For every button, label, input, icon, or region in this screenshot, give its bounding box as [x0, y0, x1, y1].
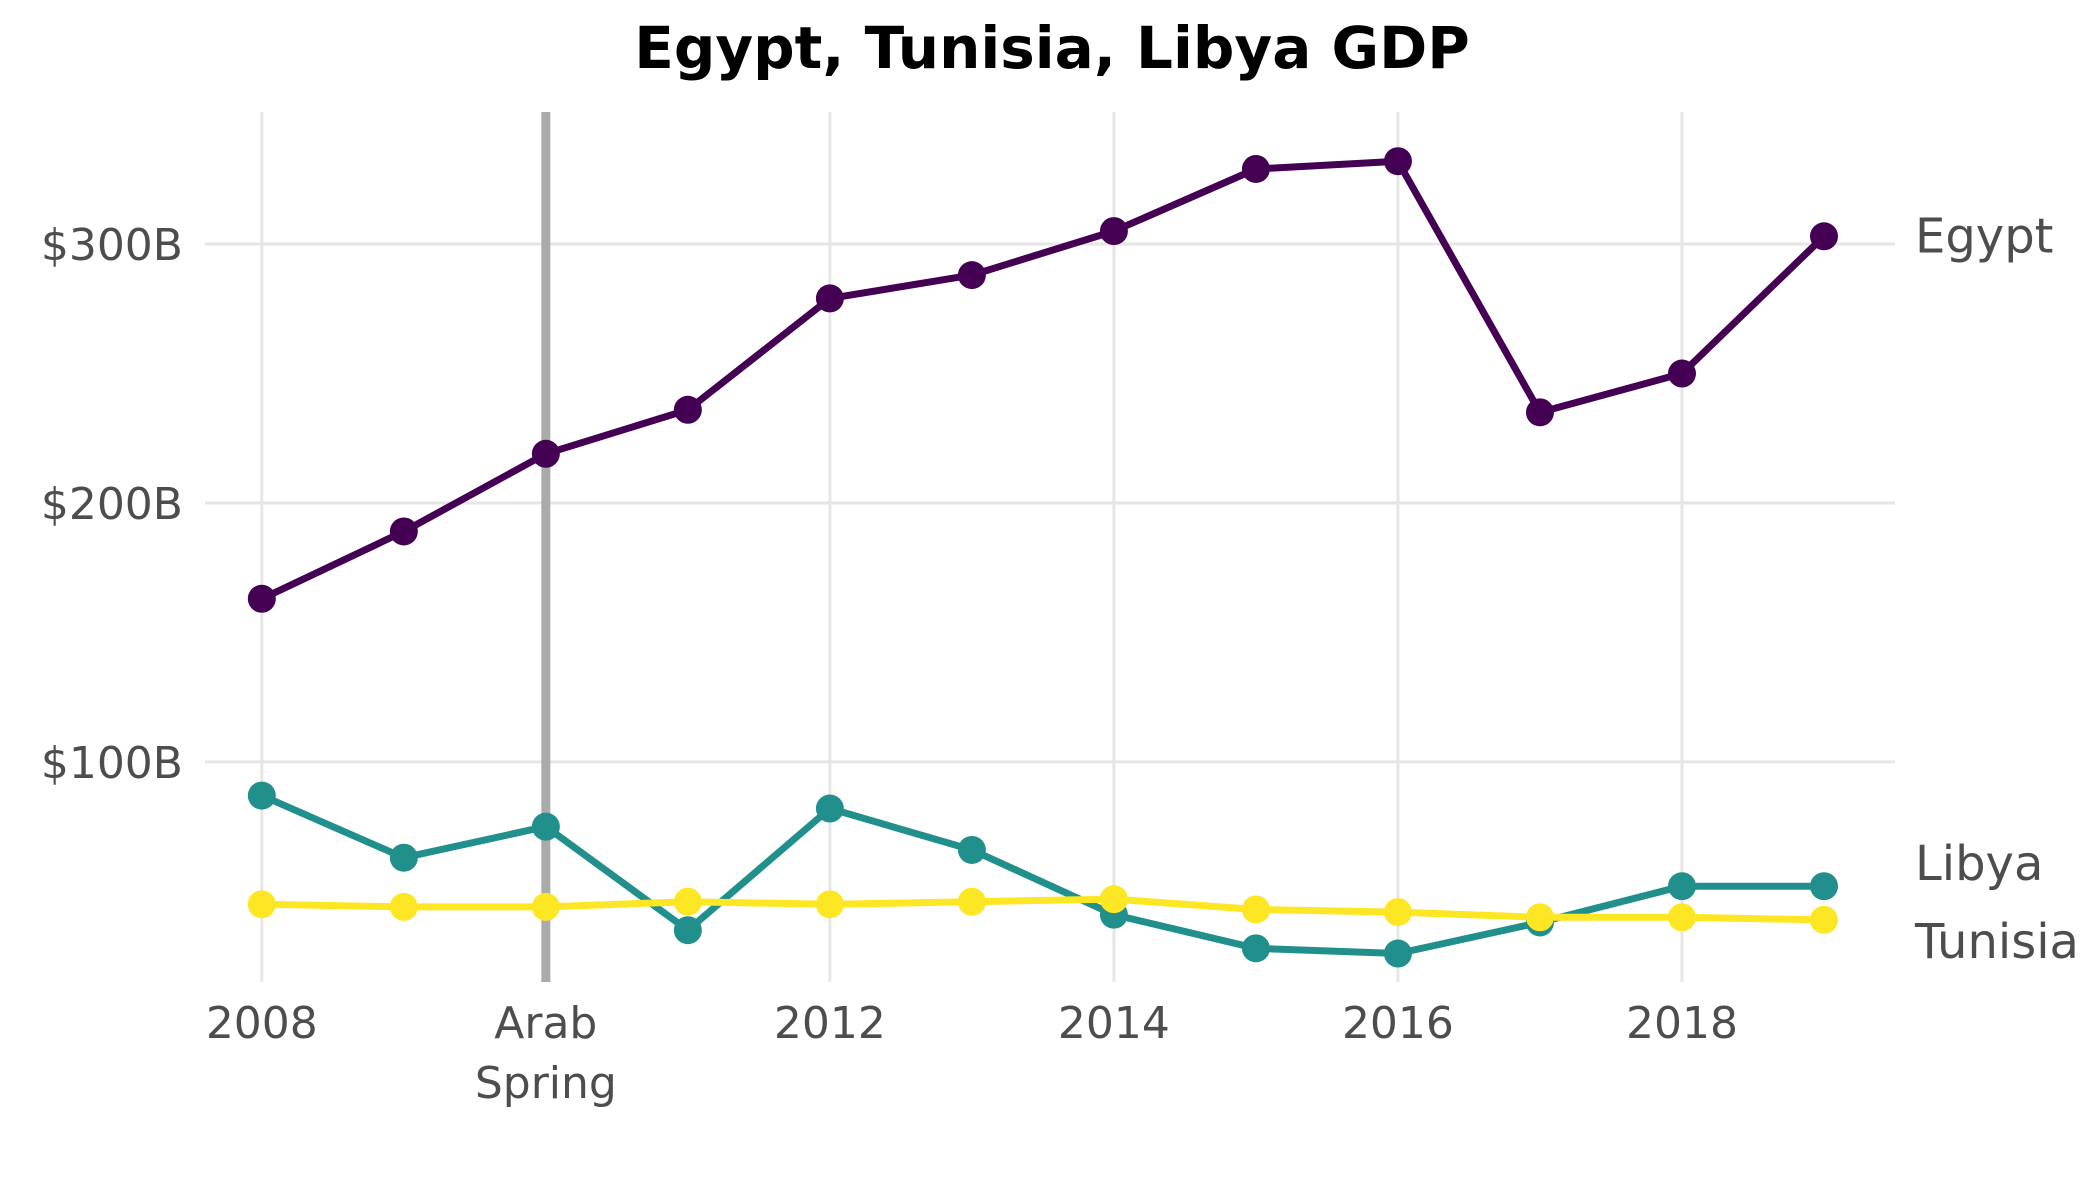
point-tunisia-2008	[247, 890, 276, 919]
point-tunisia-2016	[1383, 898, 1412, 927]
point-egypt-2014	[1099, 217, 1128, 246]
point-tunisia-2012	[815, 890, 844, 919]
point-tunisia-2010	[531, 892, 560, 921]
x-axis-tick-labels: 2008 Arab Spring 2012 2014 2016 2018	[206, 998, 1738, 1109]
series-line-tunisia	[258, 895, 1828, 924]
x-tick-label-2008: 2008	[206, 998, 318, 1049]
x-tick-label-arab-spring: Arab Spring	[475, 998, 617, 1109]
point-egypt-2019	[1809, 222, 1838, 251]
point-libya-2016	[1383, 939, 1412, 968]
series-label-libya: Libya	[1915, 836, 2043, 892]
point-tunisia-2011	[673, 887, 702, 916]
point-libya-2008	[247, 781, 276, 810]
point-tunisia-2015	[1241, 895, 1270, 924]
point-egypt-2018	[1667, 359, 1696, 388]
y-tick-label-100: $100B	[41, 738, 183, 789]
series-line-libya	[258, 792, 1828, 957]
grid	[205, 112, 1895, 982]
y-tick-label-200: $200B	[41, 479, 183, 530]
point-libya-2009	[389, 843, 418, 872]
point-egypt-2013	[957, 261, 986, 290]
series-lines	[258, 157, 1828, 957]
point-egypt-2009	[389, 517, 418, 546]
series-points	[247, 147, 1838, 968]
point-egypt-2012	[815, 284, 844, 313]
point-tunisia-2009	[389, 892, 418, 921]
x-tick-label-2016: 2016	[1342, 998, 1454, 1049]
series-labels: Egypt Libya Tunisia	[1914, 208, 2079, 970]
x-tick-label-2012: 2012	[774, 998, 886, 1049]
point-egypt-2015	[1241, 154, 1270, 183]
point-libya-2015	[1241, 934, 1270, 963]
x-tick-label-2018: 2018	[1626, 998, 1738, 1049]
point-tunisia-2018	[1667, 903, 1696, 932]
point-libya-2018	[1667, 872, 1696, 901]
point-egypt-2010	[531, 439, 560, 468]
series-label-egypt: Egypt	[1915, 208, 2054, 264]
point-egypt-2011	[673, 395, 702, 424]
y-axis-tick-labels: $100B $200B $300B	[41, 220, 183, 789]
point-libya-2012	[815, 794, 844, 823]
point-tunisia-2017	[1525, 903, 1554, 932]
series-label-tunisia: Tunisia	[1914, 914, 2079, 970]
point-libya-2019	[1809, 872, 1838, 901]
point-tunisia-2013	[957, 887, 986, 916]
series-line-egypt	[258, 157, 1828, 603]
point-libya-2011	[673, 916, 702, 945]
point-tunisia-2019	[1809, 905, 1838, 934]
point-tunisia-2014	[1099, 885, 1128, 914]
point-egypt-2017	[1525, 398, 1554, 427]
chart-title: Egypt, Tunisia, Libya GDP	[634, 14, 1470, 82]
point-libya-2013	[957, 835, 986, 864]
point-egypt-2016	[1383, 147, 1412, 176]
x-tick-label-2014: 2014	[1058, 998, 1170, 1049]
point-egypt-2008	[247, 584, 276, 613]
y-tick-label-300: $300B	[41, 220, 183, 271]
point-libya-2010	[531, 812, 560, 841]
